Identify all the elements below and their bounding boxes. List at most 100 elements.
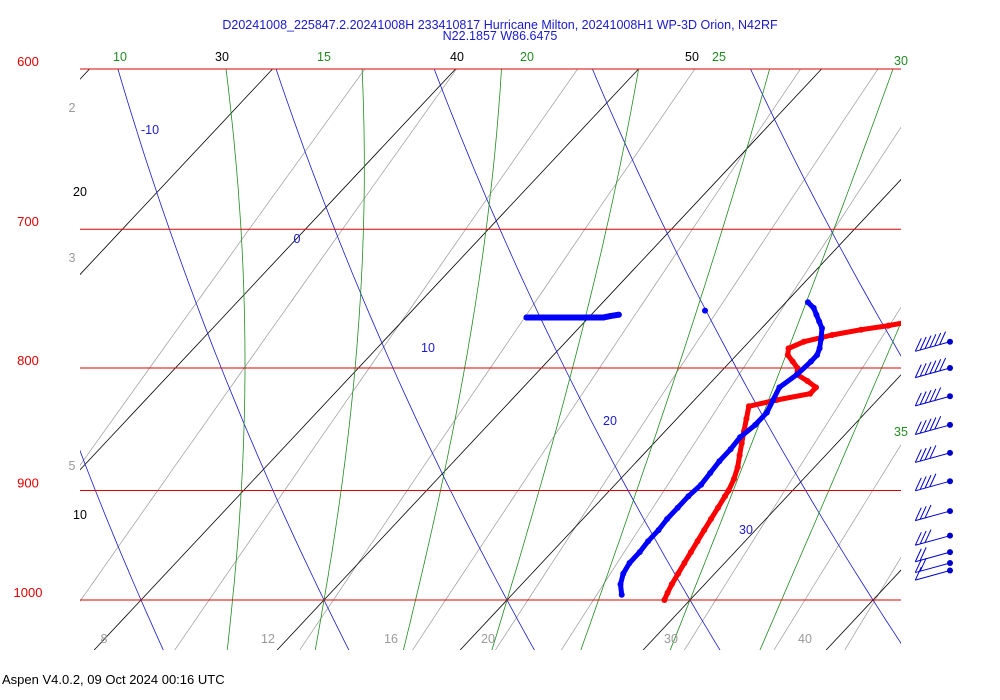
mixing-ratio-line [174, 69, 579, 650]
moist-adiabat-label: 15 [317, 50, 331, 64]
dry-adiabat-line [750, 69, 901, 357]
isotherm-line [642, 374, 901, 650]
temperature-series [661, 304, 959, 603]
wind-barb [914, 415, 953, 436]
dewpoint-upper-point [607, 313, 614, 320]
dry-adiabat-label: 0 [294, 232, 301, 246]
temperature-point [708, 516, 714, 522]
isotherm-label: 20 [73, 185, 87, 199]
wind-barb-feather [914, 559, 922, 573]
isotherm-line [80, 69, 90, 80]
wind-barb-feather [914, 507, 922, 521]
wind-barb-feather [939, 331, 947, 345]
moist-adiabat-line [669, 69, 894, 650]
mixing-ratio-label: 3 [69, 251, 76, 265]
wind-barb-staff [915, 395, 951, 407]
isotherm-lines [80, 69, 901, 650]
wind-barb-feather [929, 388, 937, 403]
isotherm-line [276, 69, 822, 650]
moist-adiabat-label: 20 [520, 50, 534, 64]
moist-adiabat-line [225, 69, 246, 650]
dewpoint-point [617, 581, 624, 588]
dewpoint-point [770, 397, 777, 403]
wind-barb-staff [915, 341, 951, 352]
wind-barb [914, 445, 953, 463]
temperature-point [738, 440, 745, 447]
temperature-point [745, 403, 752, 410]
isobar-label: 800 [17, 353, 39, 368]
dry-adiabat-label: 20 [603, 414, 617, 428]
isotherm-line [825, 569, 901, 650]
mixing-ratio-label: 8 [101, 632, 108, 646]
dewpoint-upper-point [593, 314, 600, 321]
mixing-ratio-label: 20 [481, 632, 495, 646]
wind-barb-feather [929, 473, 937, 487]
mixing-ratio-label: 5 [69, 459, 76, 473]
temperature-point [941, 306, 947, 312]
mixing-ratio-line [299, 69, 696, 650]
wind-barb-feather [919, 506, 927, 520]
wind-barb-feather [919, 336, 927, 351]
wind-barb-feather [914, 532, 922, 546]
wind-barb-feather [914, 477, 922, 492]
dewpoint-point [620, 570, 627, 577]
dewpoint-point [763, 409, 770, 416]
temperature-point [813, 384, 819, 391]
isotherm-label: 10 [73, 508, 87, 522]
wind-barb-feather [924, 335, 932, 349]
wind-barb-feather [934, 387, 942, 401]
wind-barb-feather [919, 391, 927, 405]
dry-adiabat-label: -10 [141, 123, 159, 137]
isotherm-line [459, 178, 901, 650]
temperature-point [725, 487, 732, 494]
mixing-ratio-line [495, 69, 879, 650]
wind-barb-feather [914, 548, 922, 562]
wind-barb-staff [915, 367, 951, 379]
mixing-ratio-lines [80, 69, 901, 650]
moist-adiabat-label: 25 [712, 50, 726, 64]
dewpoint-point [737, 434, 744, 441]
dewpoint-point [816, 345, 823, 352]
wind-barb-staff [915, 452, 951, 463]
dewpoint-upper-point [576, 314, 583, 321]
dewpoint-point [664, 516, 671, 522]
dewpoint-upper-point [530, 314, 537, 321]
isotherm-label: 40 [450, 50, 464, 64]
dewpoint-point [674, 504, 681, 511]
wind-barb-feather [914, 449, 922, 463]
wind-barb [914, 331, 953, 352]
dry-adiabat-line [275, 69, 535, 650]
isotherm-line [80, 69, 273, 276]
isotherm-line [93, 69, 639, 650]
wind-barb-feather [924, 418, 932, 433]
temperature-point [661, 597, 668, 603]
temperature-point [784, 352, 791, 358]
dry-adiabat-line [80, 449, 164, 650]
temperature-point [731, 475, 737, 482]
dewpoint-upper-point [615, 311, 622, 318]
wind-barb-feather [914, 364, 922, 378]
moist-adiabat-label: 35 [894, 425, 908, 439]
wind-barb [914, 504, 953, 522]
temperature-point [715, 504, 721, 511]
wind-barb-staff [915, 535, 951, 546]
temperature-point [785, 345, 792, 352]
wind-barb-feather [919, 530, 927, 545]
temperature-point [694, 538, 701, 545]
temperature-point [664, 589, 671, 596]
mixing-ratio-label: 12 [261, 632, 275, 646]
wind-barb-feather [924, 361, 932, 376]
wind-barb-staff [915, 424, 951, 436]
dry-adiabat-label: 30 [739, 523, 753, 537]
wind-barb-feather [929, 334, 937, 348]
dry-adiabat-lines [80, 69, 901, 650]
moist-adiabat-line [491, 69, 640, 650]
moist-adiabat-label: 30 [894, 54, 908, 68]
wind-barb-feather [919, 419, 927, 434]
wind-barb-feather [914, 421, 922, 435]
isobar-label: 900 [17, 475, 39, 490]
dry-adiabat-line [591, 69, 901, 644]
temperature-point [953, 304, 959, 310]
wind-barb-feather [939, 357, 947, 372]
wind-barb-staff [915, 480, 951, 492]
